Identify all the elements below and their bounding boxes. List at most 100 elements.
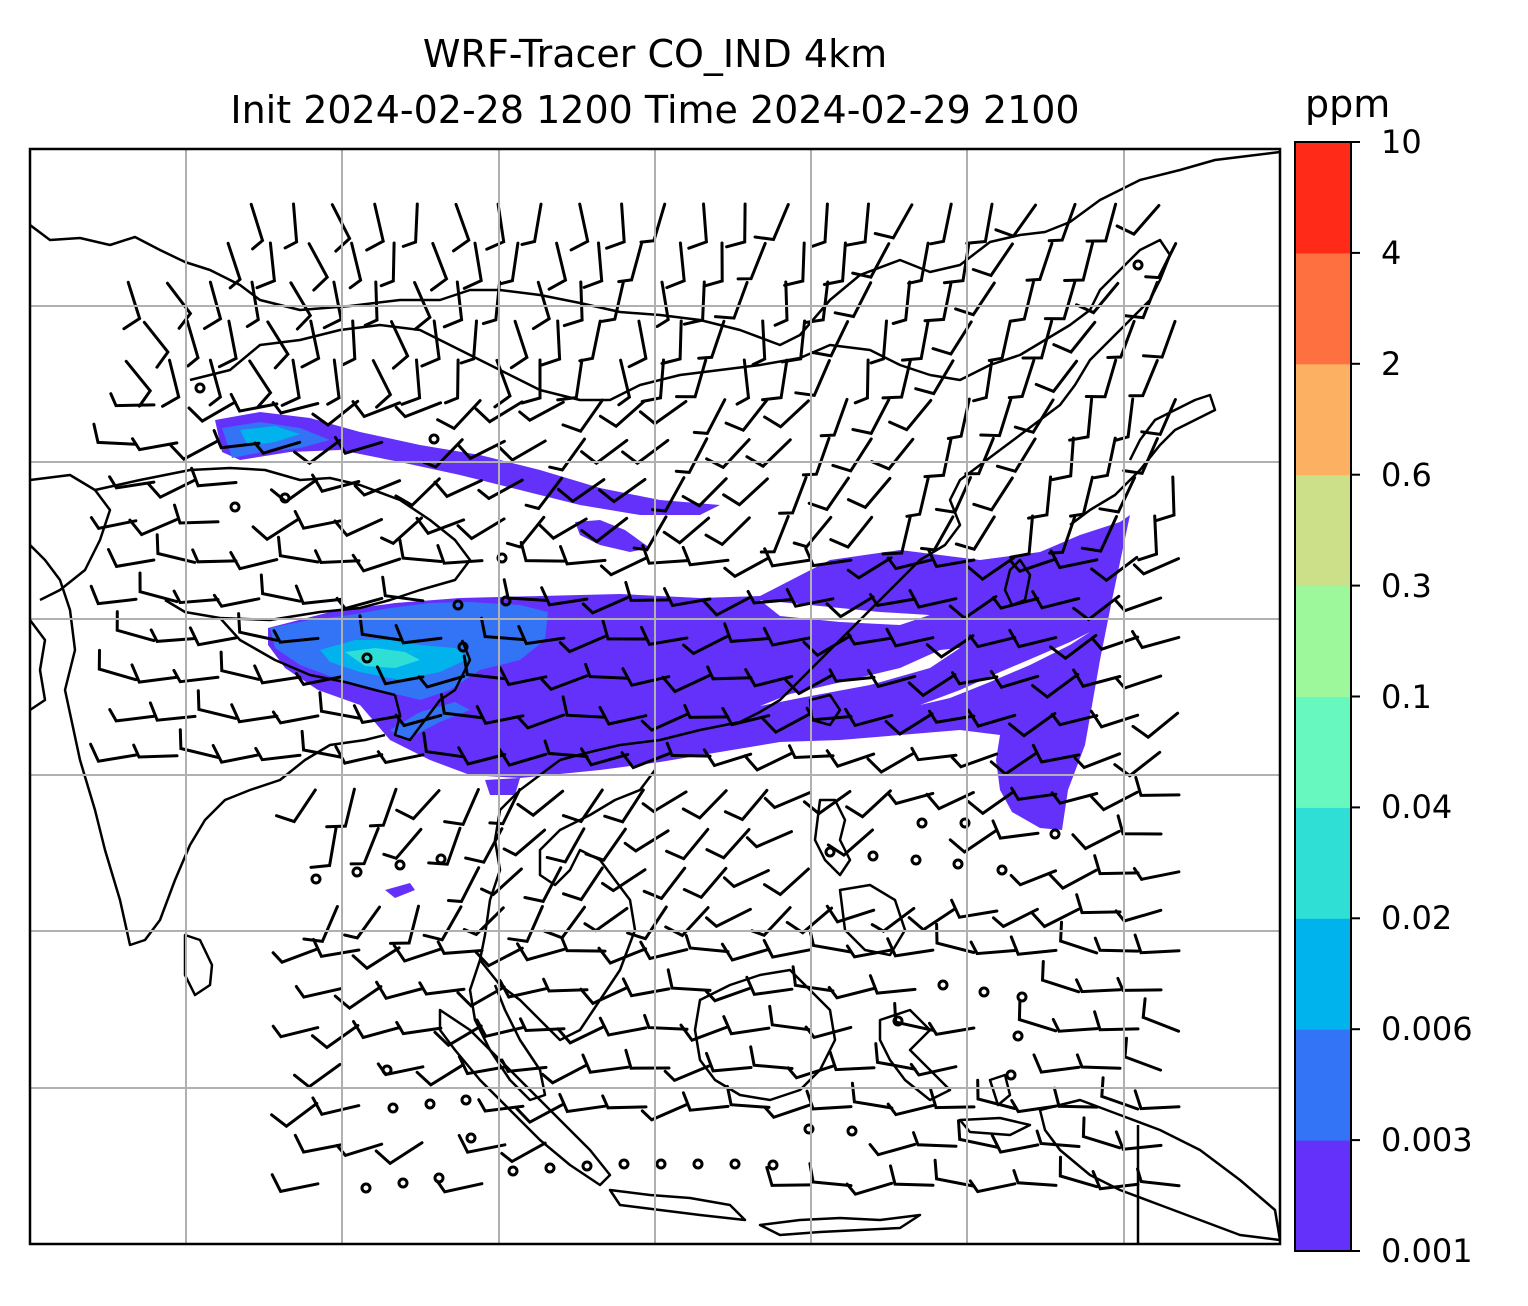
colorbar-tick-label: 2 (1381, 344, 1402, 383)
wind-barb (828, 668, 876, 683)
wind-barb (556, 1024, 606, 1045)
wind-barb (89, 742, 138, 763)
wind-barb (1075, 281, 1120, 315)
calm-wind-marker (1005, 1069, 1017, 1081)
wind-barb (617, 358, 632, 407)
colorbar-segment (1295, 585, 1351, 697)
wind-barb (558, 635, 606, 654)
wind-barb (558, 1092, 607, 1114)
wind-barb (581, 1053, 630, 1074)
map-title-line1: WRF-Tracer CO_IND 4km (422, 32, 888, 76)
calm-wind-marker (428, 433, 440, 445)
wind-barb (929, 1088, 976, 1110)
wind-barb (907, 907, 957, 932)
calm-wind-marker (618, 1158, 630, 1170)
wind-barb (829, 515, 874, 549)
map-gridlines (30, 149, 1280, 1244)
wind-barb (914, 359, 955, 396)
japan-arc (1069, 393, 1217, 526)
wind-barb (833, 281, 873, 319)
wind-barb (931, 320, 973, 356)
wind-barb (706, 665, 753, 681)
wind-barb (523, 866, 563, 904)
wind-barb (1050, 436, 1075, 482)
wind-barb (309, 826, 338, 869)
india-coast (30, 544, 386, 947)
wind-barb (957, 1119, 999, 1149)
wind-barb (251, 517, 301, 542)
wind-barb (621, 438, 670, 466)
wind-barb (745, 975, 794, 997)
wind-barb (966, 790, 1016, 816)
wind-barb (498, 241, 520, 286)
wind-barb (480, 867, 523, 897)
philippines-south (838, 883, 907, 957)
colorbar-segment (1295, 807, 1351, 919)
wind-barb (910, 746, 958, 762)
wind-barb (1142, 319, 1177, 359)
new-guinea (1038, 1098, 1280, 1242)
wind-barb (825, 749, 876, 768)
wind-barb (418, 981, 466, 996)
wind-barb (1140, 398, 1177, 436)
wind-barb (773, 280, 789, 327)
wind-barb (992, 907, 1039, 929)
wind-barb (548, 437, 586, 472)
wind-barb (502, 828, 547, 857)
colorbar-segment (1295, 1029, 1351, 1141)
wind-barb (559, 545, 607, 566)
wind-barb (271, 401, 320, 415)
wind-barb (325, 787, 356, 829)
wind-barb (851, 398, 891, 436)
wind-barb (293, 1133, 343, 1154)
wind-barb (389, 904, 420, 945)
calm-wind-marker (310, 873, 322, 885)
wind-barb (819, 397, 849, 438)
wind-barb (665, 741, 712, 758)
wind-barb (925, 791, 975, 811)
wind-barb (475, 1018, 525, 1039)
wind-barb (477, 1098, 525, 1113)
wind-barb (801, 436, 831, 477)
wind-barb (1089, 790, 1139, 812)
wind-barb (964, 436, 995, 476)
plume-main-band (268, 515, 1130, 830)
wind-barb (804, 547, 853, 568)
plume-level3-upper (240, 426, 300, 446)
wind-barb (318, 691, 361, 720)
wind-barb (375, 665, 425, 686)
calm-wind-marker (457, 641, 469, 653)
wind-barb (850, 1081, 894, 1110)
wind-barb (1144, 242, 1178, 280)
wind-barb (326, 358, 341, 406)
wind-barb (886, 1102, 935, 1117)
wind-barb (682, 866, 728, 900)
wind-barb (1100, 1076, 1140, 1111)
wind-barb (1063, 241, 1094, 282)
calm-wind-marker (194, 382, 206, 394)
wind-barb (456, 517, 506, 541)
arabian-west (30, 619, 47, 712)
wind-barb (640, 1103, 688, 1122)
wind-barb (368, 787, 398, 828)
wind-barb (1010, 280, 1035, 323)
wind-barb (1052, 1086, 1099, 1109)
wind-barb (886, 791, 935, 806)
wind-barb (951, 671, 999, 686)
wind-barb (271, 947, 320, 964)
wind-barb (597, 946, 648, 965)
calm-wind-circles (194, 259, 1144, 1194)
wind-barb (845, 1181, 894, 1196)
map-title-line2: Init 2024-02-28 1200 Time 2024-02-29 210… (230, 88, 1080, 132)
calm-wind-marker (952, 858, 964, 870)
wind-barb (725, 202, 747, 249)
plume-fragment-2 (385, 883, 415, 898)
calm-wind-marker (581, 1160, 593, 1172)
wind-barb (283, 202, 299, 250)
wind-barb (401, 202, 419, 248)
wind-barb (1032, 1053, 1081, 1074)
wind-barb (1122, 437, 1159, 475)
wind-barb (500, 1058, 548, 1073)
wind-barb (188, 626, 238, 647)
wind-barb (1085, 202, 1118, 243)
